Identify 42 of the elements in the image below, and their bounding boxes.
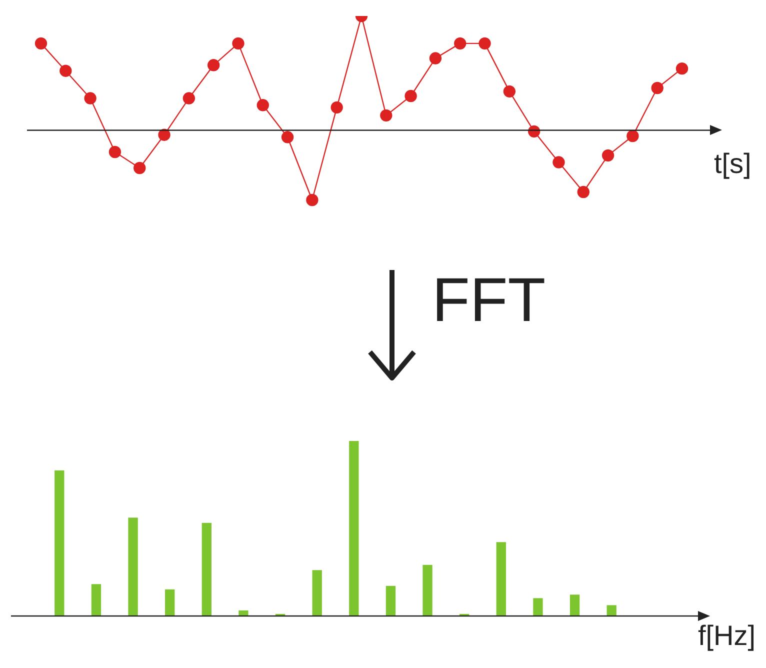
- point: [306, 194, 318, 206]
- text: FFT: [432, 266, 546, 335]
- point: [207, 59, 220, 72]
- point: [503, 85, 516, 98]
- bar: [533, 598, 543, 616]
- point: [84, 92, 96, 104]
- point: [577, 186, 590, 198]
- point: [158, 128, 170, 141]
- point: [626, 130, 639, 142]
- point: [108, 146, 122, 158]
- bar: [238, 610, 248, 616]
- point: [134, 162, 146, 174]
- point: [454, 37, 466, 50]
- bar: [349, 441, 359, 616]
- point: [60, 64, 72, 77]
- x-axis-title: f[Hz]: [698, 620, 756, 652]
- point: [404, 90, 417, 102]
- bar: [128, 518, 138, 616]
- bar: [422, 564, 432, 616]
- point: [380, 109, 392, 122]
- point: [478, 37, 491, 50]
- point: [552, 156, 565, 168]
- x-axis-title: t[s]: [714, 148, 752, 180]
- bar: [386, 586, 396, 616]
- point: [429, 52, 442, 64]
- bar: [91, 584, 102, 616]
- bar: [570, 594, 580, 616]
- point: [256, 99, 269, 112]
- point: [651, 82, 664, 94]
- bar: [312, 570, 322, 616]
- point: [602, 149, 614, 162]
- point: [232, 37, 244, 50]
- bar: [606, 605, 616, 616]
- point: [330, 101, 343, 114]
- bar: [496, 542, 506, 616]
- bar: [202, 522, 212, 616]
- point: [676, 62, 688, 75]
- bar: [54, 470, 64, 616]
- point: [34, 37, 48, 50]
- point: [182, 92, 196, 104]
- bar: [165, 589, 175, 616]
- point: [281, 131, 294, 144]
